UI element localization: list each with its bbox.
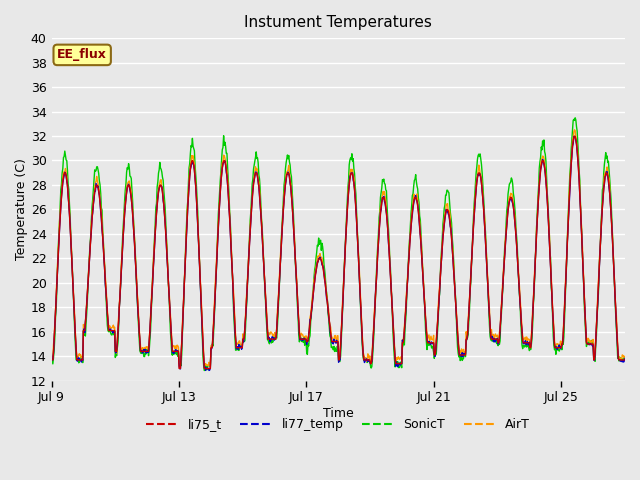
Y-axis label: Temperature (C): Temperature (C) [15,158,28,260]
X-axis label: Time: Time [323,407,354,420]
Legend: li75_t, li77_temp, SonicT, AirT: li75_t, li77_temp, SonicT, AirT [141,413,535,436]
Text: EE_flux: EE_flux [57,48,107,61]
Title: Instument Temperatures: Instument Temperatures [244,15,432,30]
